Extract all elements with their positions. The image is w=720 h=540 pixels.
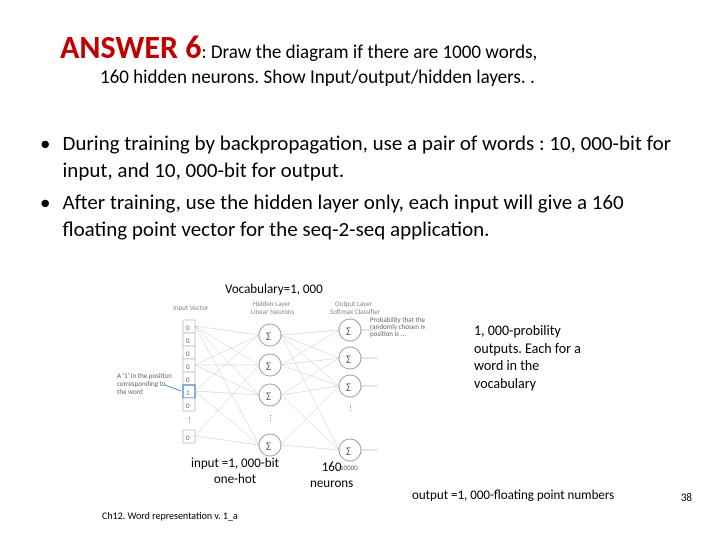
bullet-text: After training, use the hidden layer onl… (62, 189, 680, 244)
input-annotation: input =1, 000-bit one-hot (180, 456, 290, 487)
svg-text:0: 0 (186, 323, 190, 332)
input-vector: 0 0 0 0 0 1 0 ⋮ 0 (183, 320, 195, 443)
svg-text:⋮: ⋮ (347, 403, 354, 412)
neurons-annotation: 160 neurons (310, 460, 353, 491)
bullet-marker: • (40, 130, 50, 185)
svg-text:0: 0 (186, 375, 190, 384)
svg-text:Σ: Σ (266, 360, 271, 373)
svg-text:Σ: Σ (266, 390, 271, 403)
answer-label: ANSWER 6 (60, 28, 201, 67)
bullet-text: During training by backpropagation, use … (62, 130, 680, 185)
page-number: 38 (681, 491, 692, 504)
right-annotation: 1, 000-probility outputs. Each for a wor… (474, 322, 584, 392)
svg-text:0: 0 (186, 362, 190, 371)
footer: Ch12. Word representation v. 1_a (102, 509, 238, 522)
svg-text:0: 0 (186, 433, 190, 442)
svg-text:the word: the word (117, 387, 143, 396)
svg-text:⋮: ⋮ (267, 413, 274, 422)
hidden-layer: Σ Σ Σ ⋮ Σ (259, 324, 281, 456)
header-input: Input Vector (173, 303, 209, 312)
svg-text:Σ: Σ (346, 325, 351, 338)
svg-text:1: 1 (186, 388, 190, 397)
connections-ih (195, 326, 259, 445)
connections-ho (281, 330, 339, 450)
header-hidden-2: Linear Neurons (251, 307, 294, 316)
output-arrows (361, 330, 377, 450)
subtitle: 160 hidden neurons. Show Input/output/hi… (100, 66, 535, 89)
svg-text:0: 0 (186, 349, 190, 358)
svg-text:Σ: Σ (266, 440, 271, 453)
nn-diagram: Input Vector Hidden Layer Linear Neurons… (115, 300, 425, 475)
output-layer: Σ Σ Σ ⋮ Σ (339, 319, 361, 461)
svg-text:⋮: ⋮ (186, 415, 193, 424)
output-annotation: output =1, 000-floating point numbers (412, 488, 614, 503)
bullet-list: • During training by backpropagation, us… (40, 130, 680, 247)
bullet-item: • After training, use the hidden layer o… (40, 189, 680, 244)
title-rest: : Draw the diagram if there are 1000 wor… (201, 41, 537, 64)
vocab-label: Vocabulary=1, 000 (225, 282, 323, 297)
svg-text:0: 0 (186, 336, 190, 345)
svg-text:position is ...: position is ... (370, 329, 406, 338)
bullet-marker: • (40, 189, 50, 244)
svg-text:Σ: Σ (266, 330, 271, 343)
svg-text:Σ: Σ (346, 381, 351, 394)
svg-text:Σ: Σ (346, 445, 351, 458)
svg-text:0: 0 (186, 401, 190, 410)
svg-text:Σ: Σ (346, 353, 351, 366)
bullet-item: • During training by backpropagation, us… (40, 130, 680, 185)
